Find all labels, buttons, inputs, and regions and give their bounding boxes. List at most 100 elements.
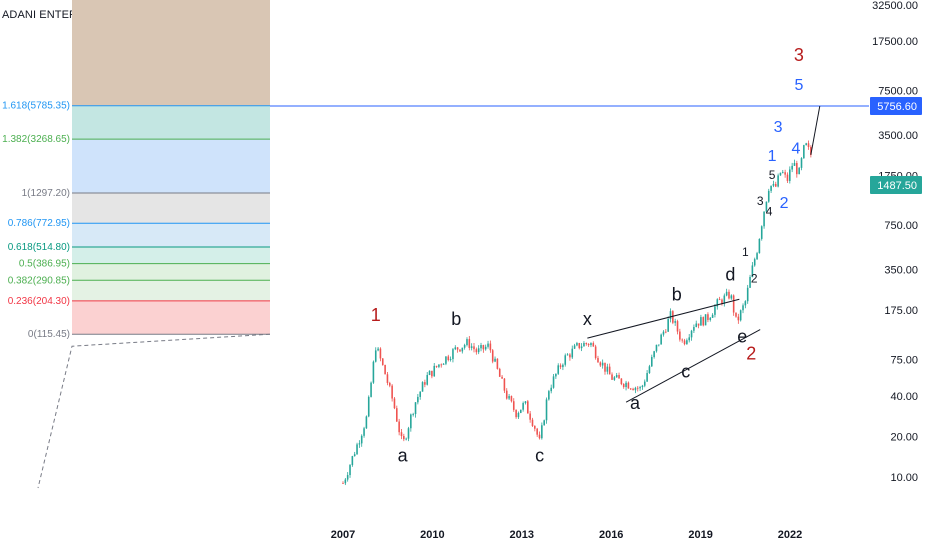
price-tick-label: 75.00: [890, 354, 918, 366]
candle-body: [407, 428, 410, 439]
candle-body: [454, 347, 457, 350]
candle-body: [494, 358, 496, 362]
candle-body: [655, 344, 658, 352]
candle-body: [611, 374, 613, 380]
candle-body: [372, 361, 375, 383]
candle-body: [662, 331, 665, 335]
candle-body: [693, 326, 695, 331]
candle-body: [753, 259, 756, 266]
candle-body: [381, 358, 384, 365]
candle-body: [707, 314, 709, 320]
candle-body: [739, 310, 742, 321]
candle-body: [781, 172, 784, 174]
wave-label: 1: [768, 148, 777, 165]
candle-body: [344, 479, 347, 484]
candle-body: [480, 345, 482, 349]
candle-body: [349, 465, 351, 476]
price-axis[interactable]: 32500.0017500.007500.003500.001750.00750…: [870, 0, 922, 484]
candle-body: [536, 428, 538, 435]
candle-body: [503, 378, 506, 391]
candle-body: [557, 365, 560, 374]
candle-body: [791, 165, 793, 170]
candle-body: [594, 346, 597, 359]
candle-body: [704, 314, 707, 326]
candle-body: [746, 287, 749, 302]
wave-label: 3: [757, 194, 764, 208]
candle-body: [564, 355, 567, 365]
fib-zone: [72, 300, 270, 335]
candle-body: [559, 365, 562, 368]
wave-label: x: [583, 309, 592, 329]
candle-body: [356, 444, 358, 455]
candle-body: [620, 378, 623, 385]
candle-body: [599, 362, 602, 366]
trendline[interactable]: [625, 329, 761, 403]
candle-body: [695, 323, 698, 327]
candle-body: [358, 443, 361, 445]
candle-body: [676, 321, 679, 332]
candle-body: [501, 376, 503, 379]
candle-body: [482, 345, 485, 350]
fib-zone: [72, 223, 270, 247]
candle-body: [604, 362, 606, 372]
candle-body: [517, 412, 520, 418]
candle-body: [650, 357, 653, 367]
candle-body: [742, 305, 744, 311]
fibonacci-retracement[interactable]: 1.618(5785.35) 1.382(3268.65) 1(1297.20) 0.…: [2, 0, 271, 489]
candle-body: [431, 370, 433, 377]
wave-label: d: [725, 264, 735, 284]
price-tick-label: 350.00: [884, 264, 918, 276]
candle-body: [767, 190, 770, 202]
projection-path[interactable]: [810, 105, 821, 155]
candle-body: [433, 365, 436, 377]
candle-body: [463, 345, 466, 348]
candle-body: [735, 312, 737, 317]
candle-body: [627, 382, 630, 389]
candle-body: [541, 425, 543, 439]
wave-label: 1: [371, 305, 381, 325]
candle-body: [646, 373, 648, 382]
candle-body: [721, 299, 723, 304]
candle-body: [789, 169, 791, 181]
candle-body: [379, 348, 382, 359]
candle-body: [613, 377, 616, 380]
candle-body: [412, 414, 414, 415]
candle-body: [573, 345, 576, 349]
wave-label: 5: [794, 77, 803, 94]
time-axis[interactable]: 2007 2010 2013 2016 2019 2022: [331, 529, 802, 541]
candle-body: [452, 349, 454, 360]
candle-body: [484, 346, 487, 350]
price-tick-label: 7500.00: [878, 86, 918, 98]
candle-body: [784, 172, 786, 175]
candle-body: [360, 435, 363, 444]
candle-body: [487, 343, 489, 347]
candle-body: [634, 387, 637, 391]
trendline[interactable]: [587, 298, 740, 339]
wave-label: 2: [746, 343, 756, 363]
candle-body: [805, 143, 807, 146]
candle-body: [615, 375, 618, 378]
candle-body: [545, 399, 548, 421]
candle-body: [728, 291, 730, 299]
candle-body: [716, 299, 719, 307]
candle-body: [749, 276, 751, 288]
candle-body: [618, 375, 620, 379]
candle-body: [679, 331, 681, 340]
price-badge-label: 1487.50: [877, 180, 917, 192]
price-tick-label: 32500.00: [872, 0, 918, 12]
candle-body: [665, 331, 667, 333]
candle-body: [405, 438, 407, 440]
candle-body: [697, 323, 700, 326]
candle-body: [571, 348, 574, 358]
candle-body: [725, 291, 728, 296]
price-tick-label: 40.00: [890, 391, 918, 403]
candle-body: [608, 366, 611, 375]
candle-body: [601, 362, 604, 366]
fib-level-label: 1.618(5785.35): [2, 101, 70, 112]
candle-body: [538, 434, 541, 439]
fib-level-label: 0(115.45): [28, 329, 70, 340]
candle-body: [765, 201, 768, 212]
candle-body: [496, 358, 499, 369]
candle-body: [763, 211, 765, 227]
